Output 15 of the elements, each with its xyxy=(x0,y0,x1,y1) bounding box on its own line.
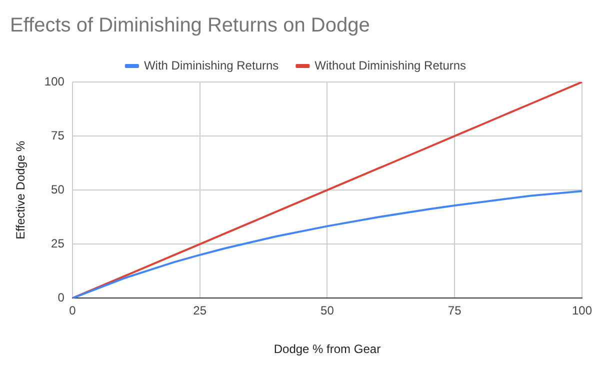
chart-title: Effects of Diminishing Returns on Dodge xyxy=(10,14,370,37)
x-tick-label: 100 xyxy=(572,304,592,318)
x-tick-label: 75 xyxy=(448,304,462,318)
legend-label: Without Diminishing Returns xyxy=(314,58,466,72)
y-tick-label: 50 xyxy=(51,182,65,196)
y-tick-label: 25 xyxy=(51,236,65,250)
y-axis-title: Effective Dodge % xyxy=(14,140,28,240)
y-tick-label: 100 xyxy=(44,74,65,88)
x-tick-label: 25 xyxy=(193,304,207,318)
x-axis-title: Dodge % from Gear xyxy=(274,342,381,356)
x-tick-label: 0 xyxy=(69,304,76,318)
x-tick-label: 50 xyxy=(320,304,334,318)
y-tick-label: 75 xyxy=(51,128,65,142)
legend-label: With Diminishing Returns xyxy=(144,58,279,72)
y-tick-label: 0 xyxy=(58,290,65,305)
